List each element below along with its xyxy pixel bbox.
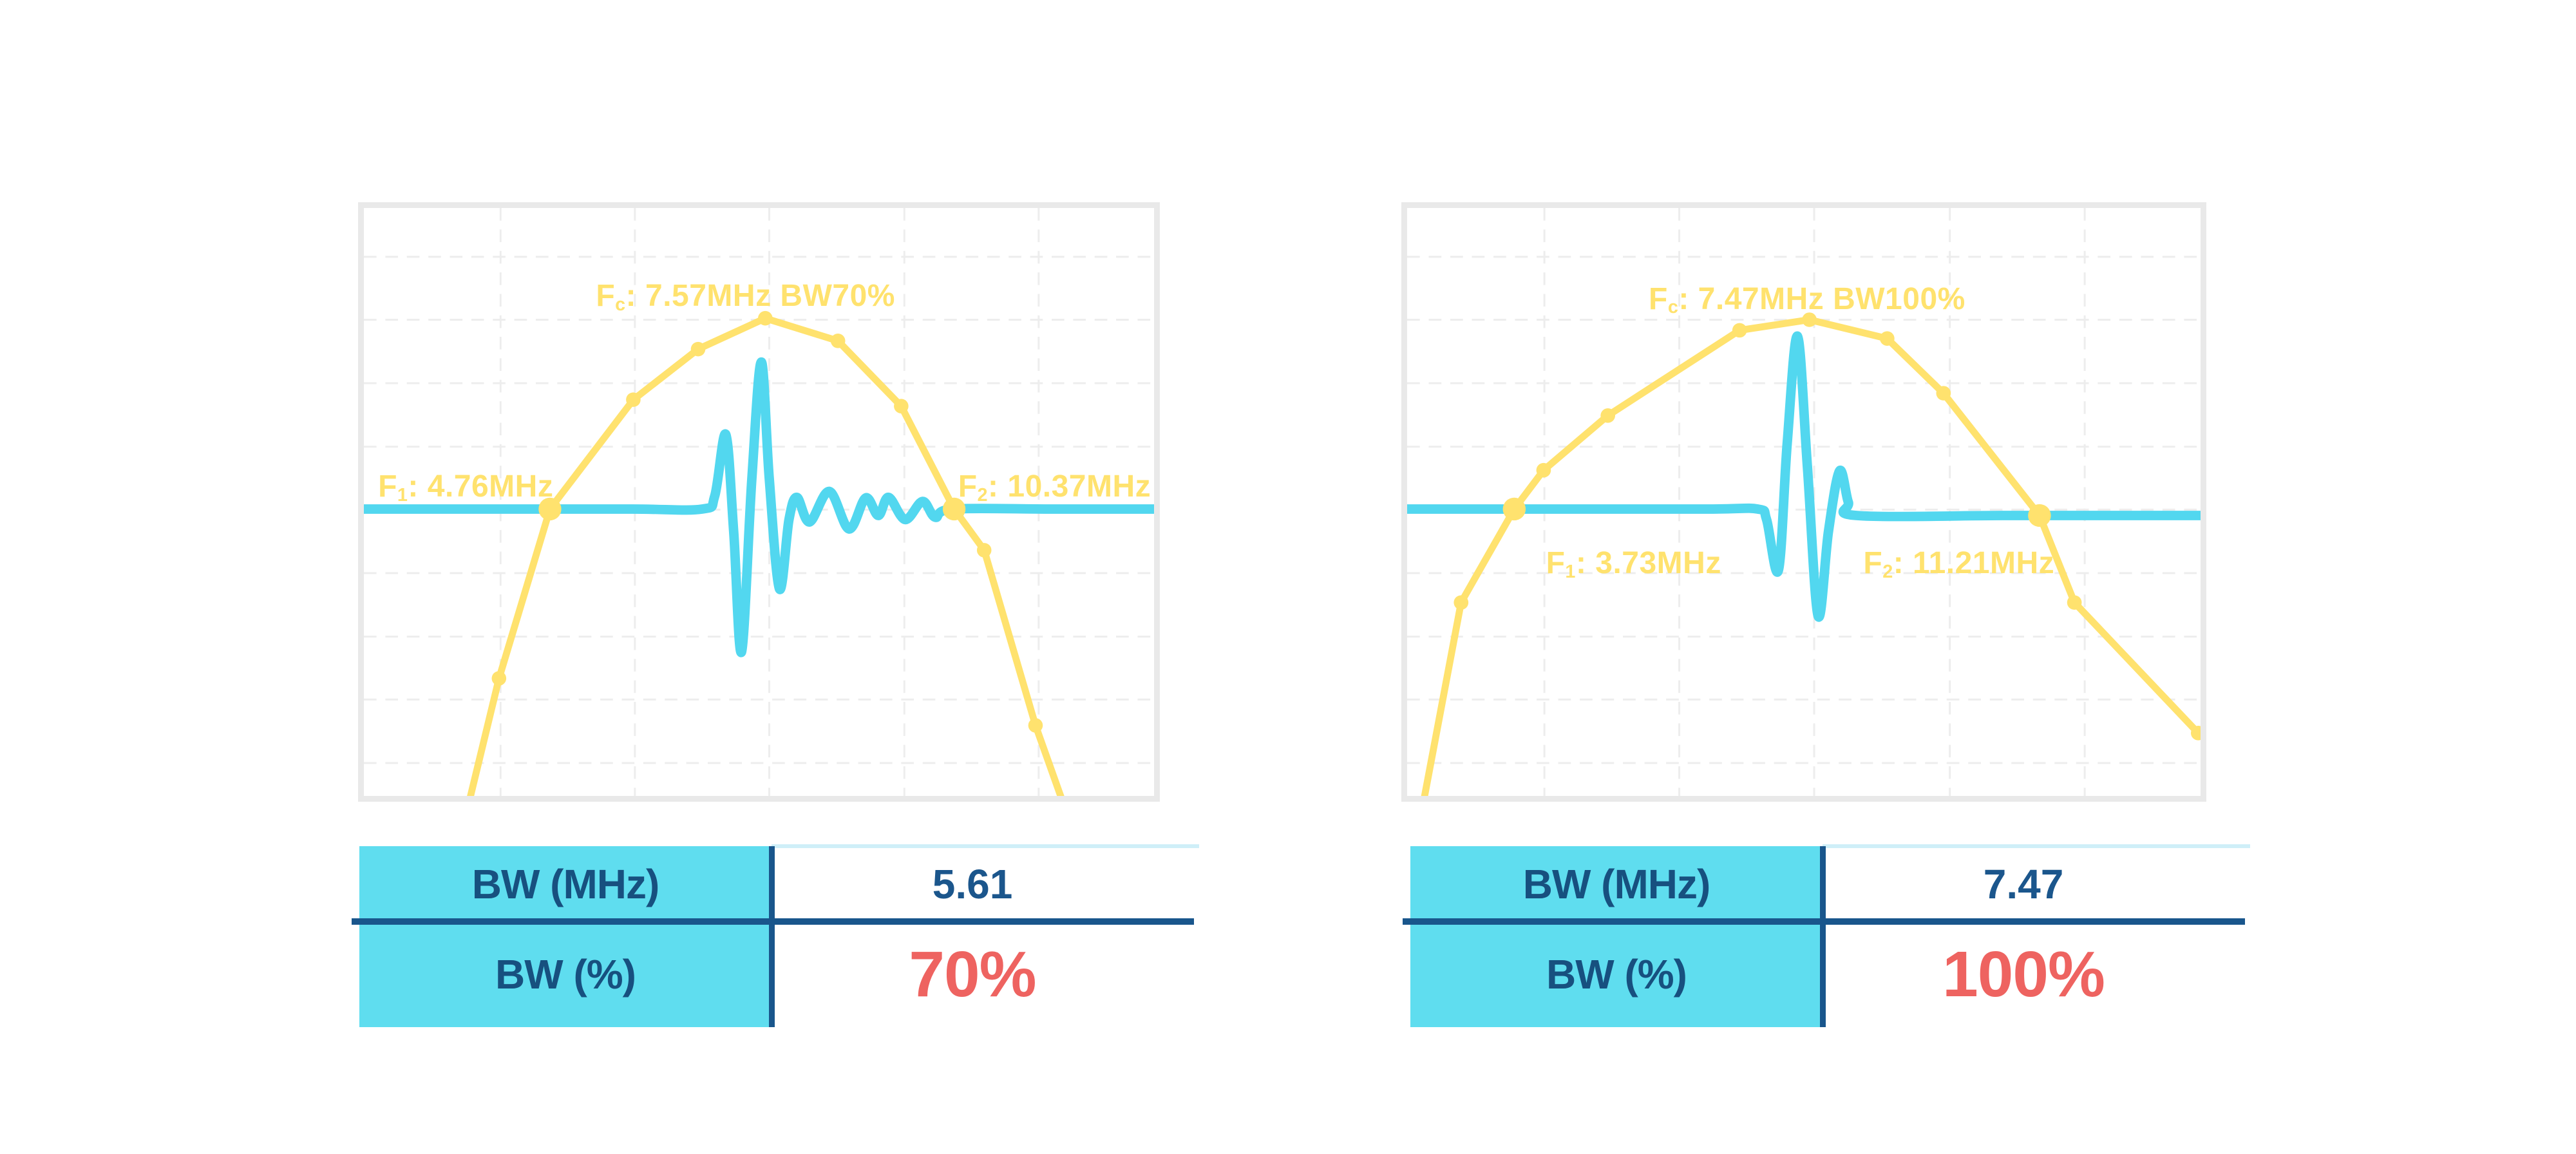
bw-pct-label-text: BW (%) [1546,951,1687,998]
bw-mhz-value: 5.61 [932,860,1013,907]
f1-subscript: 1 [397,484,408,506]
value-column-top-rule [772,844,1199,848]
f2-base: F [958,469,978,504]
f2-base: F [1863,546,1883,581]
fc-rest: : 7.47MHz BW100% [1678,281,1965,316]
bw-table-header-column [359,846,772,1027]
bw-table-70: BW (MHz) BW (%) 5.61 70% [352,844,1199,1027]
value-column-top-rule [1823,844,2250,848]
spectrum-pulse-plot-70 [364,208,1154,796]
bw-pct-label: BW (%) [1410,922,1823,1027]
fc-base: F [596,278,616,313]
bw-pct-label-text: BW (%) [495,951,636,998]
spectrum-pulse-plot-100 [1407,208,2201,796]
fc-subscript: c [615,294,626,315]
column-divider [1820,846,1826,1027]
f1-subscript: 1 [1565,562,1576,583]
fc-subscript: c [1667,297,1679,318]
f2-label-70: F2: 10.37MHz [958,469,1151,504]
bw-pct-label: BW (%) [359,922,772,1027]
f2-subscript: 2 [977,484,989,506]
bw-mhz-label-text: BW (MHz) [471,860,660,907]
f1-base: F [1546,546,1566,581]
bw-mhz-value: 7.47 [1983,860,2064,907]
f2-rest: : 10.37MHz [988,469,1151,504]
bw-table-100: BW (MHz) BW (%) 7.47 100% [1403,844,2250,1027]
fc-base: F [1649,281,1668,316]
f2-subscript: 2 [1882,562,1893,583]
f1-label-100: F1: 3.73MHz [1546,546,1721,583]
f1-label-70: F1: 4.76MHz [378,469,554,504]
f1-rest: : 4.76MHz [408,469,554,504]
fc-label-100: Fc: 7.47MHz BW100% [1649,281,1965,318]
bw-pct-value: 70% [909,938,1036,1010]
bw-pct-value: 100% [1942,938,2105,1010]
column-divider [769,846,775,1027]
f1-base: F [378,469,397,504]
bw-table-header-column [1410,846,1823,1027]
chart-bw70: Fc: 7.57MHz BW70% F1: 4.76MHz F2: 10.37M… [358,202,1160,802]
f2-rest: : 11.21MHz [1893,546,2055,581]
bw-mhz-label-text: BW (MHz) [1522,860,1711,907]
fc-rest: : 7.57MHz BW70% [625,278,895,313]
fc-label-70: Fc: 7.57MHz BW70% [596,278,895,315]
f1-rest: : 3.73MHz [1575,546,1721,581]
f2-label-100: F2: 11.21MHz [1863,546,2055,583]
bw-mhz-label: BW (MHz) [1410,846,1823,922]
bw-mhz-label: BW (MHz) [359,846,772,922]
chart-bw100: Fc: 7.47MHz BW100% F1: 3.73MHz F2: 11.21… [1401,202,2206,802]
